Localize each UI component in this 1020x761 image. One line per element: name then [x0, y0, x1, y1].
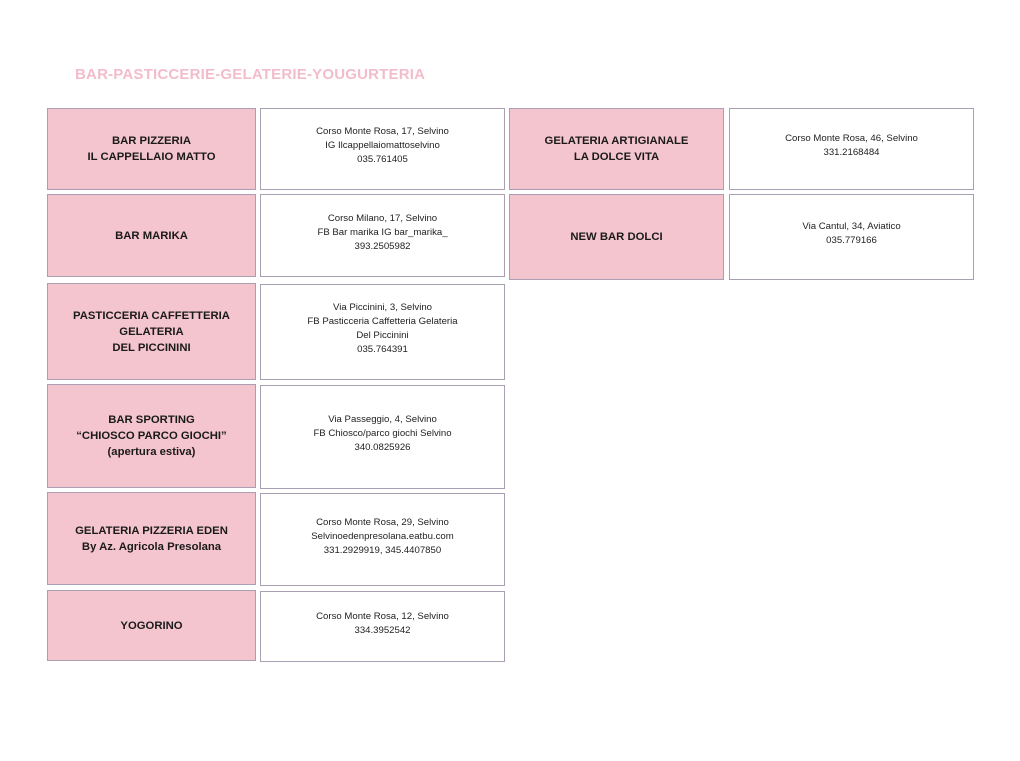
entry-details-text: Corso Monte Rosa, 29, Selvino Selvinoede…	[311, 516, 454, 556]
entry-details: Corso Milano, 17, Selvino FB Bar marika …	[260, 194, 505, 277]
entry-name: GELATERIA ARTIGIANALE LA DOLCE VITA	[509, 108, 724, 190]
page-title: BAR-PASTICCERIE-GELATERIE-YOUGURTERIA	[75, 66, 426, 83]
entry-details: Corso Monte Rosa, 29, Selvino Selvinoede…	[260, 493, 505, 586]
entry-details: Via Piccinini, 3, Selvino FB Pasticceria…	[260, 284, 505, 380]
entry-details: Corso Monte Rosa, 46, Selvino 331.216848…	[729, 108, 974, 190]
entry-name: GELATERIA PIZZERIA EDEN By Az. Agricola …	[47, 492, 256, 585]
entry-details-text: Corso Monte Rosa, 12, Selvino 334.395254…	[316, 610, 449, 636]
entry-name: PASTICCERIA CAFFETTERIA GELATERIA DEL PI…	[47, 283, 256, 380]
entry-name: NEW BAR DOLCI	[509, 194, 724, 280]
entry-details-text: Corso Monte Rosa, 17, Selvino IG Ilcappe…	[316, 126, 449, 165]
entry-details-text: Via Passeggio, 4, Selvino FB Chiosco/par…	[313, 414, 452, 453]
entry-name: BAR SPORTING “CHIOSCO PARCO GIOCHI” (ape…	[47, 384, 256, 488]
entry-details: Corso Monte Rosa, 17, Selvino IG Ilcappe…	[260, 108, 505, 190]
entry-details-text: Via Piccinini, 3, Selvino FB Pasticceria…	[307, 302, 458, 355]
entry-details-text: Corso Monte Rosa, 46, Selvino 331.216848…	[785, 133, 918, 158]
entry-details: Via Passeggio, 4, Selvino FB Chiosco/par…	[260, 385, 505, 489]
entry-details-text: Via Cantul, 34, Aviatico 035.779166	[802, 221, 901, 246]
entry-details: Corso Monte Rosa, 12, Selvino 334.395254…	[260, 591, 505, 662]
entry-details: Via Cantul, 34, Aviatico 035.779166	[729, 194, 974, 280]
entry-name: BAR MARIKA	[47, 194, 256, 277]
entry-details-text: Corso Milano, 17, Selvino FB Bar marika …	[317, 212, 448, 252]
entry-name: YOGORINO	[47, 590, 256, 661]
entry-name: BAR PIZZERIA IL CAPPELLAIO MATTO	[47, 108, 256, 190]
